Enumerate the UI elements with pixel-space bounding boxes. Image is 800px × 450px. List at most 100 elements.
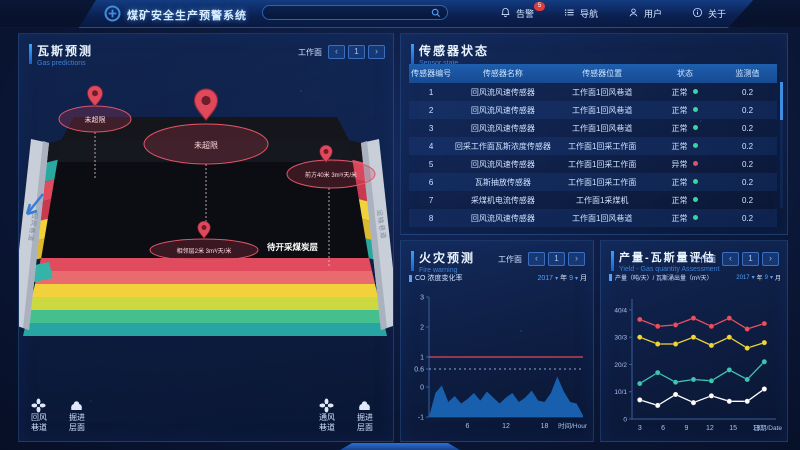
nav-item-info[interactable]: 关于 <box>692 7 726 20</box>
legend-label: 通风巷道 <box>319 413 335 432</box>
nav-item-user[interactable]: 用户 <box>628 7 662 20</box>
table-row[interactable]: 4 回采工作面瓦斯浓度传感器 工作面1回采工作面 正常 0.2 <box>409 137 777 155</box>
svg-text:40/4: 40/4 <box>614 307 627 314</box>
month-suffix: 月 <box>774 276 781 282</box>
gas-zone-label-2: 未超限 <box>194 140 218 150</box>
svg-text:18: 18 <box>541 423 549 430</box>
year-suffix: 年 <box>560 275 568 282</box>
year-select[interactable]: 2017 <box>736 274 750 281</box>
next-page-button[interactable]: › <box>568 252 585 266</box>
status-dot <box>693 160 699 166</box>
cell-sensor-name: 回风流风速传感器 <box>470 87 535 97</box>
col-sensor-name: 传感器名称 <box>453 64 553 83</box>
legend-label: 掘进层面 <box>69 413 85 432</box>
month-select[interactable]: 9 <box>764 274 768 281</box>
alarm-pin-icon[interactable] <box>87 85 103 107</box>
chevron-down-icon[interactable]: ▾ <box>751 275 755 281</box>
nav-item-list[interactable]: 导航 <box>564 7 598 20</box>
svg-text:6: 6 <box>661 425 665 432</box>
cell-sensor-id: 6 <box>409 173 454 191</box>
table-row[interactable]: 7 采煤机电流传感器 工作面1采煤机 正常 0.2 <box>409 191 777 209</box>
yield-panel-title: 产量-瓦斯量评估 Yield - Gas quantity Assessment <box>611 249 720 273</box>
col-status: 状态 <box>651 64 719 83</box>
sensor-panel-title: 传感器状态 Sensor state <box>411 42 489 67</box>
gas-zone-ellipse-3[interactable] <box>286 159 376 189</box>
svg-text:时间/Hour: 时间/Hour <box>558 421 588 430</box>
scrollbar-thumb[interactable] <box>780 82 783 120</box>
chevron-down-icon[interactable]: ▾ <box>574 275 578 282</box>
header-bar: 煤矿安全生产预警系统 告警 5 导航 用户 关于 <box>0 0 800 28</box>
col-value: 监测值 <box>718 64 777 83</box>
legend-item: 掘进层面 <box>69 398 95 433</box>
cell-sensor-location: 工作面1回采工作面 <box>552 173 652 191</box>
table-row[interactable]: 1 回风流风速传感器 工作面1回风巷道 正常 0.2 <box>409 83 777 101</box>
fan-icon <box>31 398 57 413</box>
bell-icon <box>500 7 511 20</box>
month-select[interactable]: 9 <box>569 274 573 282</box>
prev-page-button[interactable]: ‹ <box>328 45 345 59</box>
legend-left: 回风巷道 掘进层面 <box>31 398 95 433</box>
col-sensor-location: 传感器位置 <box>552 64 652 83</box>
sensor-panel-title-text: 传感器状态 <box>419 44 490 58</box>
gas-zone-label-4: 相邻层2米 3m³/天/米 <box>177 247 232 255</box>
search-input[interactable] <box>263 8 431 17</box>
status-dot <box>693 124 699 130</box>
heap-icon <box>69 398 95 413</box>
chevron-down-icon[interactable]: ▾ <box>555 275 559 282</box>
app-title: 煤矿安全生产预警系统 <box>127 10 247 22</box>
cell-sensor-name: 回风流风速传感器 <box>453 209 553 227</box>
table-row[interactable]: 6 瓦斯抽放传感器 工作面1回采工作面 正常 0.2 <box>409 173 777 191</box>
gas-zone-ellipse-2[interactable] <box>143 123 269 165</box>
cell-status: 正常 <box>652 119 718 137</box>
table-row[interactable]: 8 回风流风速传感器 工作面1回风巷道 正常 0.2 <box>409 209 777 227</box>
sensor-table-body: 1 回风流风速传感器 工作面1回风巷道 正常 0.2 2 回风流风速传感器 工作面1回风巷道正… <box>409 83 777 227</box>
svg-text:10/1: 10/1 <box>614 389 627 396</box>
svg-text:15: 15 <box>729 425 737 432</box>
fire-series-label: CO 浓度变化率 <box>415 275 463 282</box>
fire-prediction-panel: 火灾预测 Fire warning 工作面 ‹ 1 › CO 浓度变化率 201… <box>400 240 594 442</box>
yield-workface-pager: 工作面 ‹ 1 › <box>692 252 779 266</box>
cell-sensor-id: 2 <box>409 101 454 119</box>
alarm-pin-icon[interactable] <box>197 220 211 239</box>
gas-zone-ellipse-4[interactable] <box>149 238 259 262</box>
list-icon <box>564 7 575 20</box>
search-bar[interactable] <box>262 5 448 20</box>
year-select[interactable]: 2017 <box>537 274 554 282</box>
legend-item: 回风巷道 <box>31 398 57 433</box>
series-bullet <box>609 274 612 281</box>
status-dot <box>693 106 699 112</box>
table-row[interactable]: 3 回风流风速传感器 工作面1回风巷道 正常 0.2 <box>409 119 777 137</box>
header-ornament-right <box>728 0 800 28</box>
alarm-pin-icon[interactable] <box>193 88 219 121</box>
coal-face <box>41 140 369 258</box>
next-page-button[interactable]: › <box>762 252 779 266</box>
fan-icon <box>319 398 345 413</box>
nav-item-label: 导航 <box>580 9 599 19</box>
alarm-pin-icon[interactable] <box>319 144 333 163</box>
svg-text:0: 0 <box>420 385 424 392</box>
prev-page-button[interactable]: ‹ <box>528 252 545 266</box>
nav-item-label: 用户 <box>644 9 663 19</box>
coal-seam-label: 待开采煤炭层 <box>266 242 319 252</box>
table-scrollbar[interactable] <box>780 82 783 208</box>
table-row[interactable]: 2 回风流风速传感器 工作面1回风巷道 正常 0.2 <box>409 101 777 119</box>
sensor-table-header: 传感器编号 传感器名称 传感器位置 状态 监测值 <box>409 64 777 83</box>
prev-page-button[interactable]: ‹ <box>722 252 739 266</box>
svg-text:0: 0 <box>623 417 627 424</box>
page-indicator: 1 <box>742 252 759 266</box>
search-icon[interactable] <box>431 8 441 18</box>
cell-status: 正常 <box>651 101 719 119</box>
svg-text:0.6: 0.6 <box>414 367 424 374</box>
next-page-button[interactable]: › <box>368 45 385 59</box>
cell-sensor-id: 3 <box>428 123 434 133</box>
legend-right: 通风巷道 掘进层面 <box>319 398 383 433</box>
chevron-down-icon[interactable]: ▾ <box>769 275 773 281</box>
table-row[interactable]: 5 回风流风速传感器 工作面1回采工作面 异常 0.2 <box>409 155 777 173</box>
cell-sensor-name: 回风流风速传感器 <box>453 101 553 119</box>
svg-text:9: 9 <box>685 425 689 432</box>
fire-workface-pager: 工作面 ‹ 1 › <box>498 252 585 266</box>
cell-sensor-location: 工作面1回风巷道 <box>552 209 652 227</box>
legend-item: 通风巷道 <box>319 398 345 433</box>
nav-item-bell[interactable]: 告警 5 <box>500 2 546 20</box>
